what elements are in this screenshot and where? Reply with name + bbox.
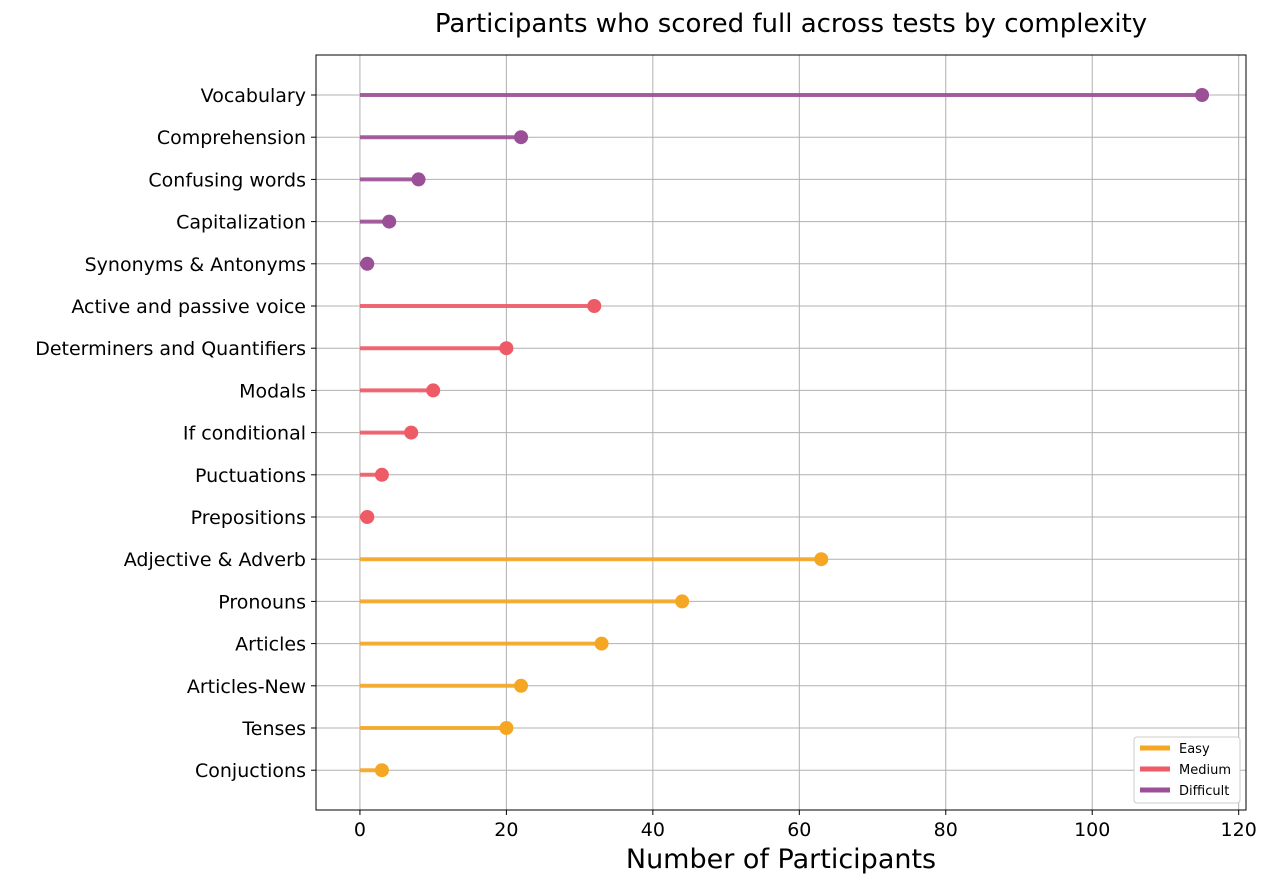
legend-label: Medium (1179, 763, 1231, 778)
y-tick-label: Active and passive voice (71, 296, 306, 318)
y-tick-label: Adjective & Adverb (124, 549, 306, 571)
lollipop-dot (411, 172, 426, 187)
lollipop-dot (382, 214, 397, 229)
y-tick-label: Determiners and Quantifiers (35, 338, 306, 360)
chart-title: Participants who scored full across test… (435, 9, 1147, 39)
x-tick-label: 80 (934, 819, 958, 841)
y-tick-label: Articles-New (187, 676, 306, 698)
y-tick-label: Puctuations (195, 465, 306, 487)
lollipop-dot (360, 510, 375, 524)
y-tick-label: Comprehension (157, 127, 306, 149)
x-tick-label: 100 (1074, 819, 1110, 841)
grid (316, 55, 1246, 810)
y-tick-label: Vocabulary (201, 85, 306, 107)
y-tick-label: Capitalization (176, 212, 306, 234)
y-tick-label: Synonyms & Antonyms (85, 254, 306, 276)
lollipop-dot (587, 299, 602, 313)
y-tick-label: Prepositions (191, 507, 306, 529)
y-tick-label: Modals (239, 380, 306, 402)
y-tick-label: Articles (235, 634, 306, 656)
data-marks (359, 88, 1210, 778)
lollipop-dot (675, 594, 690, 609)
lollipop-dot (594, 636, 609, 651)
legend-label: Difficult (1179, 784, 1229, 799)
lollipop-dot (374, 467, 389, 482)
lollipop-dot (360, 256, 375, 271)
lollipop-dot (514, 678, 529, 693)
x-tick-label: 0 (354, 819, 366, 841)
x-tick-label: 20 (494, 819, 518, 841)
lollipop-dot (814, 552, 829, 567)
lollipop-dot (514, 130, 529, 145)
lollipop-dot (1195, 88, 1210, 102)
x-tick-label: 120 (1221, 819, 1257, 841)
y-tick-label: Conjuctions (195, 760, 306, 782)
legend: Easy Medium Difficult (1133, 736, 1241, 804)
lollipop-dot (426, 383, 441, 398)
lollipop-dot (374, 763, 389, 778)
y-tick-label: If conditional (183, 423, 306, 445)
legend-box (1133, 736, 1241, 804)
y-tick-label: Tenses (241, 718, 306, 740)
y-tick-label: Pronouns (218, 591, 306, 613)
x-tick-label: 40 (641, 819, 665, 841)
x-axis-label: Number of Participants (626, 844, 936, 875)
x-axis-ticks: 0 20 40 60 80 100 120 (354, 810, 1257, 841)
lollipop-dot (499, 721, 514, 735)
x-tick-label: 60 (787, 819, 811, 841)
legend-label: Easy (1179, 742, 1210, 757)
lollipop-dot (499, 341, 514, 356)
y-tick-label: Confusing words (148, 169, 306, 191)
y-axis-labels: Vocabulary Comprehension Confusing words Ca… (35, 85, 316, 782)
lollipop-dot (404, 425, 419, 440)
